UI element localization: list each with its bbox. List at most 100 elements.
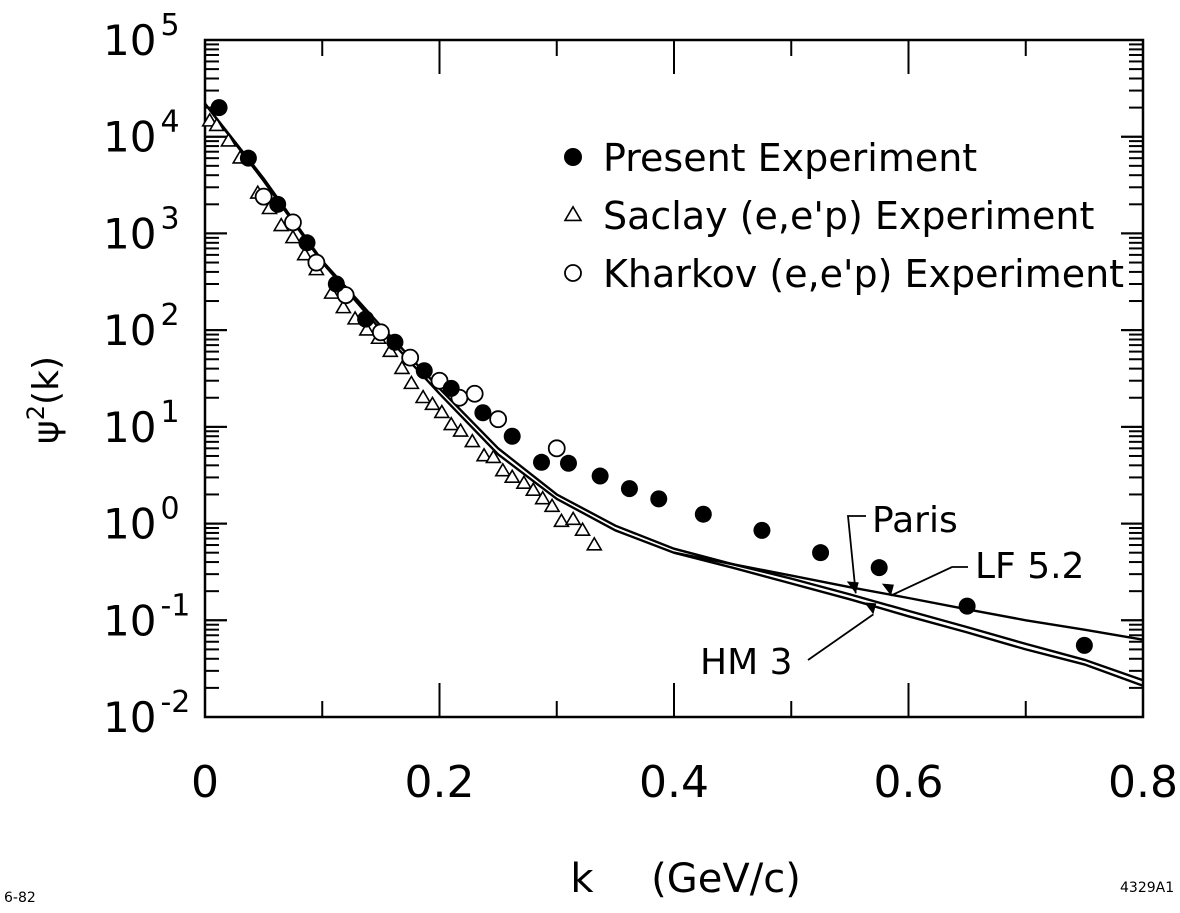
y-tick-label-base: 10	[103, 113, 156, 162]
x-axis-label: k	[570, 856, 594, 902]
y-tick-label-exponent: 5	[160, 8, 179, 43]
y-tick-label-exponent: 1	[160, 395, 179, 430]
y-tick-label-base: 10	[103, 306, 156, 355]
data-point-filled-circle	[533, 453, 551, 471]
data-point-open-triangle	[475, 447, 493, 462]
data-point-open-triangle	[534, 490, 552, 505]
data-point-filled-circle	[958, 597, 976, 615]
theory-curves	[204, 102, 1144, 687]
curve-leader-line	[807, 613, 874, 661]
data-point-filled-circle	[442, 379, 460, 397]
data-point-filled-circle	[210, 99, 228, 117]
y-tick-label: 10 1	[103, 395, 180, 452]
y-tick-label: 10 3	[103, 201, 180, 258]
legend-label: Present Experiment	[603, 136, 977, 180]
x-axis-unit: (GeV/c)	[651, 856, 801, 902]
data-point-open-triangle	[220, 132, 237, 147]
data-point-filled-circle	[239, 149, 257, 167]
data-point-open-circle	[254, 187, 273, 206]
y-tick-label-exponent: 0	[160, 492, 179, 527]
y-tick-label-exponent: -1	[160, 588, 190, 623]
curve-label-lf-5-2: LF 5.2	[975, 546, 1084, 587]
curve-label-hm-3: HM 3	[700, 642, 792, 683]
figure-number: 4329A1	[1120, 880, 1175, 896]
x-tick-label: 0.6	[874, 757, 944, 808]
y-tick-label-base: 10	[103, 403, 156, 452]
curve-hm-3	[204, 102, 1144, 687]
data-point-filled-circle	[870, 559, 888, 577]
y-tick-label: 10 4	[103, 105, 180, 162]
y-axis-label-base: ψ	[26, 420, 67, 444]
x-tick-label: 0.2	[405, 757, 475, 808]
legend-marker	[564, 264, 582, 282]
data-point-open-triangle	[564, 510, 582, 526]
data-point-open-triangle	[334, 299, 352, 314]
data-point-open-circle	[465, 384, 484, 403]
data-point-filled-circle	[269, 195, 287, 213]
curve-leader-arrowhead	[881, 583, 894, 596]
y-tick-label: 10 2	[103, 298, 180, 355]
data-point-filled-circle	[694, 505, 712, 523]
data-point-open-triangle	[393, 359, 411, 375]
data-point-open-triangle	[414, 389, 432, 404]
y-tick-label-exponent: 4	[160, 105, 179, 140]
data-point-open-circle	[547, 439, 566, 458]
data-point-open-triangle	[208, 116, 226, 132]
data-point-filled-circle	[753, 521, 771, 539]
y-minor-ticks	[205, 39, 1143, 718]
data-point-open-triangle	[515, 474, 533, 489]
data-point-filled-circle	[591, 467, 609, 485]
legend: Present Experiment Saclay (e,e'p) Experim…	[563, 136, 1124, 296]
data-point-open-circle	[371, 323, 390, 342]
data-point-filled-circle	[559, 454, 577, 472]
figure-date-code: 6-82	[4, 890, 36, 906]
x-tick-labels: 0 0.2 0.4 0.6 0.8	[191, 757, 1178, 808]
plot-frame	[203, 38, 1145, 719]
data-point-open-triangle	[433, 404, 451, 419]
data-point-filled-circle	[474, 404, 492, 422]
data-point-open-circle	[284, 213, 302, 232]
legend-marker	[563, 205, 583, 222]
data-point-filled-circle	[298, 234, 316, 252]
curve-leader-line	[890, 566, 968, 597]
curve-leader-line	[847, 515, 866, 594]
y-tick-label-base: 10	[103, 500, 156, 549]
data-point-open-triangle	[463, 433, 481, 448]
data-point-filled-circle	[386, 333, 404, 351]
y-tick-label: 10 -1	[103, 588, 190, 645]
legend-label: Kharkov (e,e'p) Experiment	[603, 252, 1124, 296]
x-tick-label: 0.8	[1108, 757, 1178, 808]
data-point-open-triangle	[553, 512, 570, 528]
legend-marker	[564, 148, 582, 166]
y-axis-label-tail: (k)	[26, 356, 67, 405]
data-point-filled-circle	[1075, 636, 1093, 654]
data-point-open-triangle	[452, 422, 470, 437]
y-tick-label: 10 -2	[103, 685, 190, 742]
y-tick-label-exponent: -2	[160, 685, 190, 720]
data-point-filled-circle	[620, 480, 638, 498]
y-tick-label-base: 10	[103, 596, 156, 645]
data-point-open-triangle	[201, 112, 219, 127]
y-tick-label-base: 10	[103, 16, 156, 65]
curve-annotations: Paris LF 5.2 HM 3	[700, 500, 1084, 683]
data-point-open-circle	[401, 348, 420, 367]
y-tick-label-base: 10	[103, 209, 156, 258]
data-point-filled-circle	[415, 362, 433, 380]
y-axis-label-exponent: 2	[22, 405, 50, 420]
data-point-open-circle	[307, 253, 326, 272]
data-point-filled-circle	[357, 310, 375, 328]
x-tick-label: 0.4	[639, 757, 709, 808]
x-tick-label: 0	[191, 757, 219, 808]
curve-paris	[204, 102, 1144, 682]
data-point-open-triangle	[402, 374, 420, 390]
data-point-filled-circle	[327, 275, 345, 293]
data-point-open-triangle	[358, 321, 376, 336]
data-point-open-circle	[489, 410, 508, 429]
curve-lf-5-2	[673, 551, 1144, 641]
data-point-open-circle	[430, 371, 449, 390]
data-point-open-circle	[336, 286, 355, 305]
data-point-open-triangle	[494, 462, 512, 477]
data-point-open-triangle	[574, 521, 591, 536]
